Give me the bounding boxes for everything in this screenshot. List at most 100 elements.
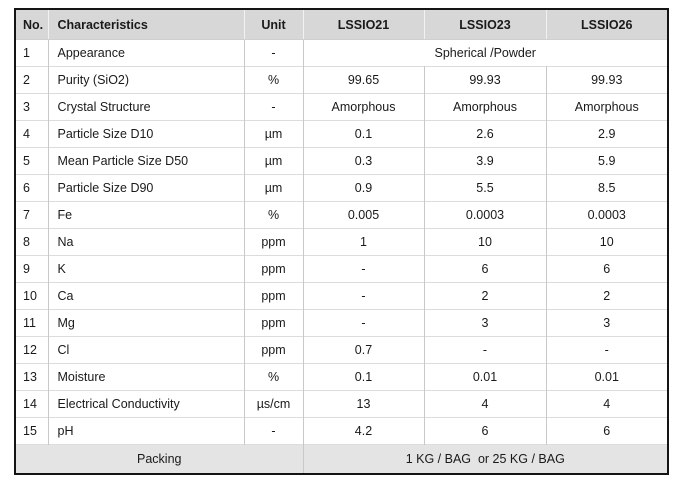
value-cell: - xyxy=(546,336,668,364)
packing-row: Packing 1 KG / BAG or 25 KG / BAG xyxy=(15,444,668,474)
characteristic-cell: Moisture xyxy=(48,363,245,391)
value-cell: 0.01 xyxy=(546,363,668,391)
merged-value-cell: Spherical /Powder xyxy=(303,39,668,67)
characteristic-cell: Particle Size D10 xyxy=(48,120,245,148)
value-cell: 13 xyxy=(303,390,425,418)
unit-cell: ppm xyxy=(244,309,304,337)
unit-cell: µm xyxy=(244,120,304,148)
row-number-cell: 7 xyxy=(15,201,49,229)
value-cell: - xyxy=(303,255,425,283)
unit-cell: µm xyxy=(244,147,304,175)
table-row: 3 Crystal Structure - Amorphous Amorphous Amo… xyxy=(15,93,668,121)
value-cell: Amorphous xyxy=(546,93,668,121)
characteristic-cell: K xyxy=(48,255,245,283)
value-cell: 4 xyxy=(546,390,668,418)
row-number-cell: 1 xyxy=(15,39,49,67)
value-cell: Amorphous xyxy=(424,93,547,121)
value-cell: 4 xyxy=(424,390,547,418)
value-cell: - xyxy=(303,282,425,310)
row-number-cell: 3 xyxy=(15,93,49,121)
table-body: 1 Appearance - Spherical /Powder 2 Purity (Si… xyxy=(15,39,668,445)
table-row: 8 Na ppm 1 10 10 xyxy=(15,228,668,256)
unit-cell: % xyxy=(244,66,304,94)
spec-table-container: No. Characteristics Unit LSSIO21 LSSIO23… xyxy=(14,8,669,475)
table-row: 6 Particle Size D90 µm 0.9 5.5 8.5 xyxy=(15,174,668,202)
characteristic-cell: pH xyxy=(48,417,245,445)
table-row: 5 Mean Particle Size D50 µm 0.3 3.9 5.9 xyxy=(15,147,668,175)
row-number-cell: 5 xyxy=(15,147,49,175)
value-cell: 0.3 xyxy=(303,147,425,175)
packing-value-cell: 1 KG / BAG or 25 KG / BAG xyxy=(303,444,668,474)
value-cell: 0.1 xyxy=(303,363,425,391)
value-cell: 0.01 xyxy=(424,363,547,391)
row-number-cell: 2 xyxy=(15,66,49,94)
unit-cell: µs/cm xyxy=(244,390,304,418)
value-cell: 3 xyxy=(424,309,547,337)
table-row: 15 pH -4.2 6 6 xyxy=(15,417,668,445)
col-header-unit: Unit xyxy=(244,9,304,40)
value-cell: 4.2 xyxy=(303,417,425,445)
table-row: 7 Fe% 0.005 0.0003 0.0003 xyxy=(15,201,668,229)
characteristic-cell: Cl xyxy=(48,336,245,364)
value-cell: 5.5 xyxy=(424,174,547,202)
characteristic-cell: Na xyxy=(48,228,245,256)
row-number-cell: 15 xyxy=(15,417,49,445)
value-cell: 10 xyxy=(424,228,547,256)
row-number-cell: 8 xyxy=(15,228,49,256)
unit-cell: - xyxy=(244,417,304,445)
characteristic-cell: Mean Particle Size D50 xyxy=(48,147,245,175)
value-cell: 3 xyxy=(546,309,668,337)
row-number-cell: 6 xyxy=(15,174,49,202)
characteristic-cell: Particle Size D90 xyxy=(48,174,245,202)
table-header: No. Characteristics Unit LSSIO21 LSSIO23… xyxy=(15,9,668,40)
table-row: 4 Particle Size D10 µm 0.1 2.6 2.9 xyxy=(15,120,668,148)
unit-cell: % xyxy=(244,363,304,391)
row-number-cell: 13 xyxy=(15,363,49,391)
header-row: No. Characteristics Unit LSSIO21 LSSIO23… xyxy=(15,9,668,40)
characteristic-cell: Fe xyxy=(48,201,245,229)
value-cell: 5.9 xyxy=(546,147,668,175)
table-row: 12 Cl ppm 0.7- - xyxy=(15,336,668,364)
table-row: 2 Purity (SiO2)% 99.65 99.93 99.93 xyxy=(15,66,668,94)
value-cell: 0.0003 xyxy=(546,201,668,229)
table-footer: Packing 1 KG / BAG or 25 KG / BAG xyxy=(15,444,668,474)
value-cell: 99.65 xyxy=(303,66,425,94)
row-number-cell: 11 xyxy=(15,309,49,337)
value-cell: 2.6 xyxy=(424,120,547,148)
value-cell: 6 xyxy=(424,255,547,283)
value-cell: 99.93 xyxy=(546,66,668,94)
row-number-cell: 14 xyxy=(15,390,49,418)
characteristic-cell: Electrical Conductivity xyxy=(48,390,245,418)
unit-cell: ppm xyxy=(244,228,304,256)
unit-cell: ppm xyxy=(244,336,304,364)
value-cell: 6 xyxy=(546,255,668,283)
value-cell: 0.005 xyxy=(303,201,425,229)
value-cell: 0.7 xyxy=(303,336,425,364)
packing-label-cell: Packing xyxy=(15,444,304,474)
row-number-cell: 12 xyxy=(15,336,49,364)
table-row: 1 Appearance - Spherical /Powder xyxy=(15,39,668,67)
value-cell: 0.1 xyxy=(303,120,425,148)
unit-cell: ppm xyxy=(244,255,304,283)
value-cell: 2.9 xyxy=(546,120,668,148)
row-number-cell: 4 xyxy=(15,120,49,148)
value-cell: 6 xyxy=(546,417,668,445)
value-cell: 1 xyxy=(303,228,425,256)
value-cell: 6 xyxy=(424,417,547,445)
value-cell: 0.9 xyxy=(303,174,425,202)
col-header-lssio23: LSSIO23 xyxy=(424,9,547,40)
col-header-no: No. xyxy=(15,9,49,40)
table-row: 11 Mg ppm -3 3 xyxy=(15,309,668,337)
col-header-characteristics: Characteristics xyxy=(48,9,245,40)
value-cell: 8.5 xyxy=(546,174,668,202)
unit-cell: - xyxy=(244,39,304,67)
unit-cell: µm xyxy=(244,174,304,202)
product-specification-table: No. Characteristics Unit LSSIO21 LSSIO23… xyxy=(14,8,669,475)
characteristic-cell: Purity (SiO2) xyxy=(48,66,245,94)
characteristic-cell: Mg xyxy=(48,309,245,337)
value-cell: 3.9 xyxy=(424,147,547,175)
col-header-lssio26: LSSIO26 xyxy=(546,9,668,40)
value-cell: 10 xyxy=(546,228,668,256)
value-cell: - xyxy=(424,336,547,364)
